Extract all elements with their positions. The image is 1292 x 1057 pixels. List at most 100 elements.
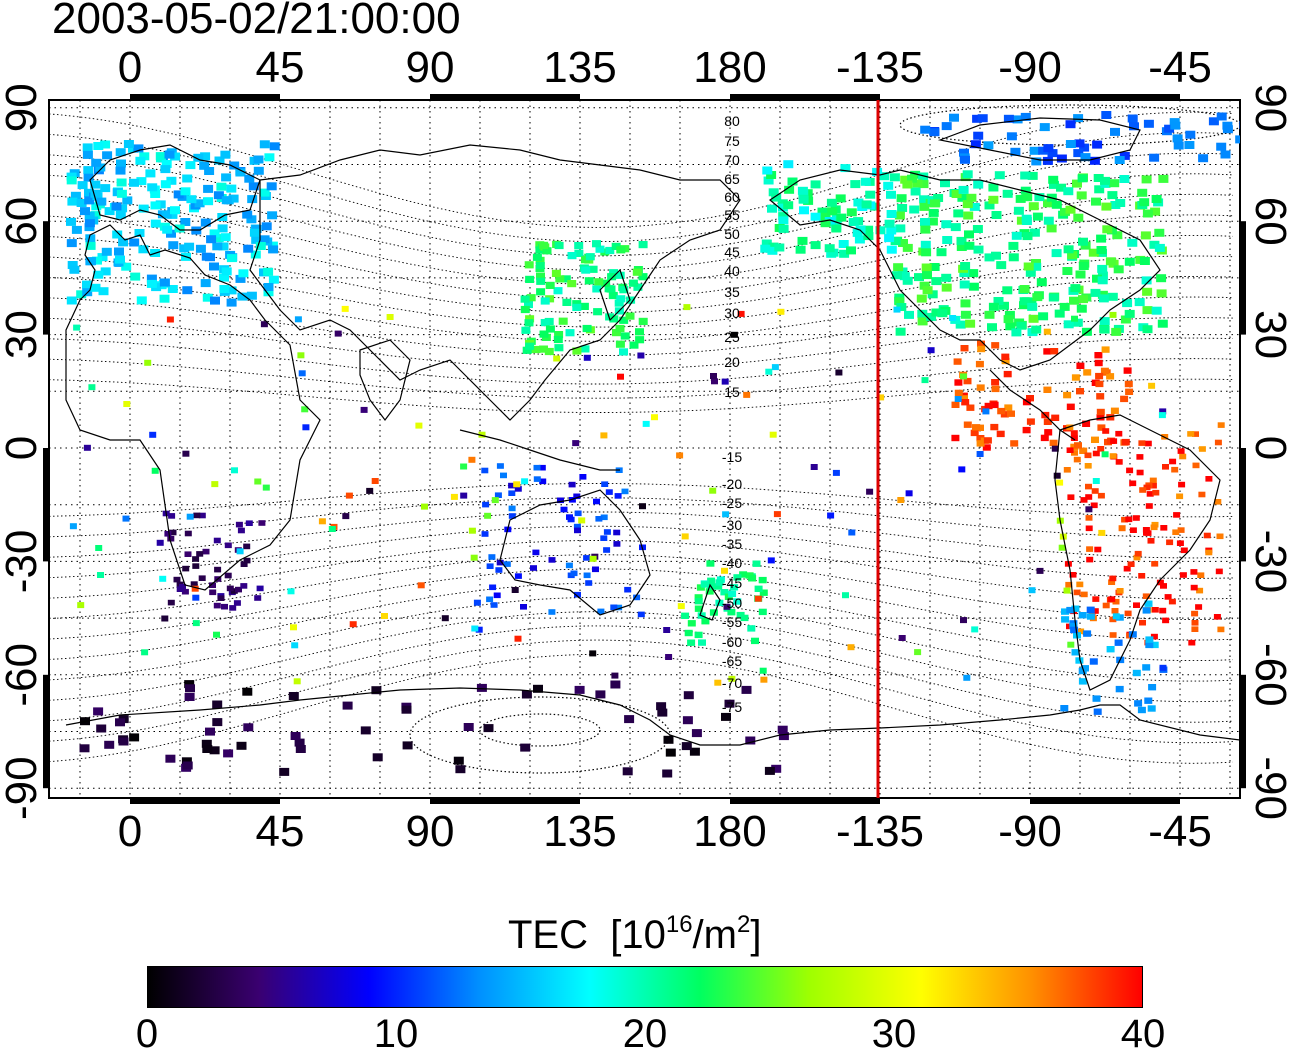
tec-point (827, 207, 838, 216)
tec-point (66, 176, 77, 185)
tec-point (1076, 362, 1085, 369)
tec-point (1051, 414, 1060, 421)
mlat-label: -20 (722, 476, 742, 492)
frame-bar-top (730, 94, 880, 100)
tec-point (956, 243, 967, 251)
lon-tick-bottom: 0 (118, 807, 142, 856)
tec-point (202, 293, 213, 302)
tec-point (258, 520, 266, 526)
tec-point (922, 286, 933, 295)
tec-point (168, 241, 179, 250)
tec-point (83, 173, 94, 182)
tec-point (907, 174, 917, 183)
tec-point (251, 235, 262, 244)
tec-point (1191, 610, 1199, 617)
tec-point (508, 505, 516, 512)
tec-point (1110, 127, 1120, 136)
tec-point (1176, 493, 1184, 500)
tec-point (585, 253, 595, 261)
tec-point (133, 144, 144, 153)
tec-point (970, 429, 979, 437)
tec-point (1208, 117, 1219, 126)
tec-point (381, 613, 388, 619)
tec-point (193, 512, 201, 519)
tec-point (1177, 527, 1185, 533)
tec-point (83, 166, 94, 175)
tec-point (681, 533, 689, 540)
tec-point (1002, 189, 1013, 198)
tec-point (1169, 458, 1177, 465)
tec-point (100, 184, 111, 193)
tec-point (524, 261, 534, 269)
tec-point (1073, 114, 1084, 123)
tec-point (754, 595, 762, 602)
tec-point (953, 209, 964, 218)
tec-point (470, 554, 478, 561)
tec-point (958, 185, 969, 194)
colorbar-units-close: ] (750, 913, 762, 957)
tec-point (578, 517, 586, 524)
tec-point (619, 286, 629, 294)
tec-point (173, 190, 184, 199)
lon-tick-top: 135 (543, 43, 616, 92)
tec-point (663, 735, 674, 744)
tec-point (1060, 705, 1069, 712)
tec-point (118, 238, 129, 247)
tec-point (1124, 257, 1135, 266)
tec-point (236, 548, 244, 555)
tec-point (525, 315, 535, 323)
tec-point (1008, 241, 1019, 250)
tec-point (1142, 593, 1150, 599)
tec-point (1008, 253, 1019, 262)
tec-point (181, 588, 189, 595)
lon-tick-top: 90 (406, 43, 455, 92)
tec-point (1028, 202, 1039, 211)
colorbar-units-exponent: 16 (665, 911, 693, 938)
tec-point (1214, 499, 1222, 505)
tec-point (1110, 438, 1118, 444)
tec-point (267, 211, 278, 220)
tec-point (1235, 135, 1240, 144)
tec-point (97, 572, 104, 578)
tec-point (245, 520, 253, 526)
tec-point (638, 241, 648, 249)
tec-point (1109, 453, 1117, 459)
tec-point (1132, 669, 1141, 677)
mlat-label: -70 (722, 675, 742, 691)
tec-point (722, 511, 730, 518)
tec-point (983, 437, 992, 444)
tec-point (993, 297, 1004, 305)
tec-point (683, 304, 691, 311)
mlat-label: 60 (724, 189, 740, 205)
tec-point (787, 177, 798, 186)
tec-point (170, 206, 180, 215)
tec-point (82, 150, 93, 159)
tec-point (202, 745, 213, 753)
tec-point (1139, 619, 1146, 626)
tec-point (982, 408, 990, 415)
tec-point (897, 267, 908, 276)
tec-point (1150, 207, 1161, 216)
mlat-label: -75 (722, 699, 742, 715)
tec-point (206, 235, 217, 244)
tec-point (1100, 176, 1110, 185)
tec-point (520, 305, 530, 314)
tec-point (401, 705, 412, 714)
tec-point (213, 537, 221, 544)
tec-point (988, 183, 999, 192)
tec-point (1145, 636, 1154, 643)
tec-point (615, 340, 625, 348)
tec-point (200, 152, 211, 161)
tec-point (941, 273, 952, 282)
tec-point (96, 197, 107, 206)
tec-point (681, 742, 692, 751)
tec-point (1067, 251, 1078, 260)
tec-point (1061, 608, 1069, 615)
tec-point (1078, 678, 1087, 685)
tec-point (159, 294, 170, 303)
lat-tick-right: -90 (1246, 756, 1292, 820)
tec-point (1036, 278, 1047, 287)
tec-point (624, 586, 632, 593)
mlat-contour (49, 111, 1234, 228)
tec-point (123, 140, 134, 148)
